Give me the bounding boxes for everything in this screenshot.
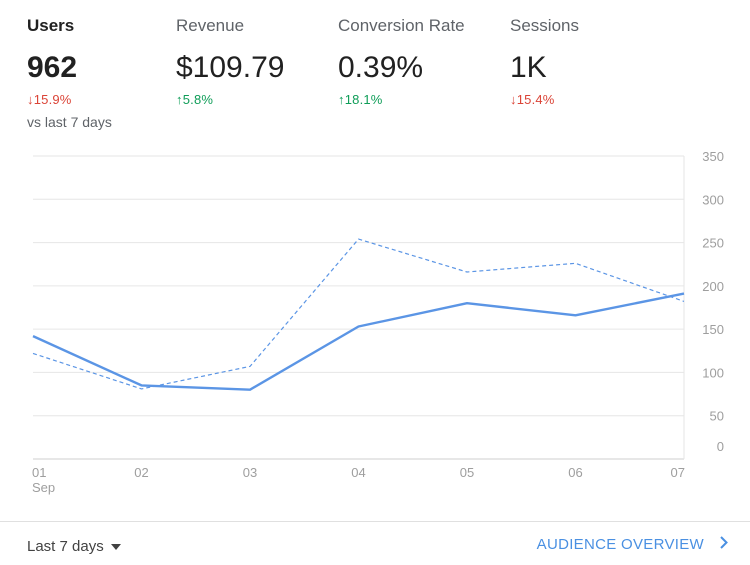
series-line-previous xyxy=(32,238,685,390)
y-tick-label: 100 xyxy=(702,365,724,380)
metric-change: 15.9% xyxy=(33,92,72,107)
metric-value: 962 xyxy=(27,51,78,84)
comparison-label: vs last 7 days xyxy=(27,114,112,130)
audience-overview-label: AUDIENCE OVERVIEW xyxy=(536,536,704,553)
metric-change: 15.4% xyxy=(516,92,555,107)
x-tick-label: 07 xyxy=(671,465,685,480)
metric-label: Revenue xyxy=(176,16,245,35)
chart-canvas: 0 50 100 150 200 250 300 350 01 02 03 04 05 06 07 Sep xyxy=(32,149,724,495)
chevron-right-icon xyxy=(720,536,728,553)
y-tick-label: 0 xyxy=(717,439,724,454)
x-tick-label: 03 xyxy=(243,465,257,480)
y-tick-label: 200 xyxy=(702,279,724,294)
metric-value: $109.79 xyxy=(176,51,285,84)
y-tick-label: 150 xyxy=(702,322,724,337)
metric-label: Users xyxy=(27,16,75,35)
arrow-up-icon: ↑ xyxy=(176,92,183,107)
x-tick-label: 01 xyxy=(32,465,46,480)
metric-value: 1K xyxy=(510,51,547,84)
x-tick-label: 05 xyxy=(460,465,474,480)
card-footer: Last 7 days AUDIENCE OVERVIEW xyxy=(0,521,750,565)
metric-sessions[interactable]: Sessions 1K ↓15.4% xyxy=(510,16,579,108)
date-range-label: Last 7 days xyxy=(27,538,104,555)
x-tick-label: 02 xyxy=(134,465,148,480)
metric-label: Sessions xyxy=(510,16,579,35)
arrow-down-icon: ↓ xyxy=(27,92,34,107)
metrics-row: Users 962 ↓15.9% vs last 7 days Revenue … xyxy=(0,0,750,130)
caret-down-icon xyxy=(110,544,121,550)
x-tick-label: 04 xyxy=(351,465,365,480)
arrow-down-icon: ↓ xyxy=(510,92,517,107)
users-line-chart: 0 50 100 150 200 250 300 350 01 02 03 04 05 06 07 Sep xyxy=(0,145,750,505)
y-tick-label: 350 xyxy=(702,149,724,164)
metric-conversion-rate[interactable]: Conversion Rate 0.39% ↑18.1% xyxy=(338,16,465,108)
metric-change: 5.8% xyxy=(182,92,214,107)
arrow-up-icon: ↑ xyxy=(338,92,345,107)
series-line-current xyxy=(32,292,685,391)
audience-overview-link[interactable]: AUDIENCE OVERVIEW xyxy=(537,536,728,553)
x-tick-label: 06 xyxy=(568,465,582,480)
metric-label: Conversion Rate xyxy=(338,16,465,35)
metric-change: 18.1% xyxy=(344,92,383,107)
metric-value: 0.39% xyxy=(338,51,424,84)
metric-revenue[interactable]: Revenue $109.79 ↑5.8% xyxy=(176,16,284,108)
x-tick-sublabel: Sep xyxy=(32,480,55,495)
y-tick-label: 300 xyxy=(702,192,724,207)
metric-users[interactable]: Users 962 ↓15.9% vs last 7 days xyxy=(27,16,112,130)
date-range-dropdown[interactable]: Last 7 days xyxy=(27,538,121,555)
y-tick-label: 50 xyxy=(710,409,724,424)
y-tick-label: 250 xyxy=(702,236,724,251)
